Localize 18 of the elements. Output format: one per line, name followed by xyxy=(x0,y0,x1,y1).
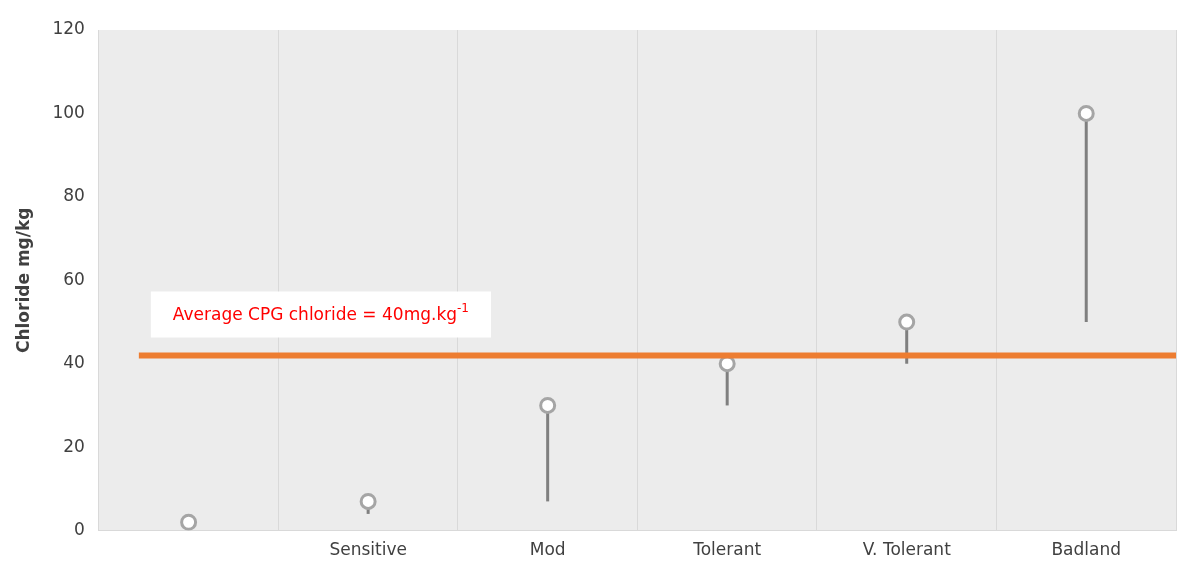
x-tick-label: Sensitive xyxy=(329,539,407,560)
y-axis-title: Chloride mg/kg xyxy=(12,207,33,354)
x-tick-label: Badland xyxy=(1051,539,1122,560)
x-tick-label: Mod xyxy=(529,539,566,560)
y-tick-label: 60 xyxy=(63,268,85,289)
y-tick-label: 80 xyxy=(63,185,85,206)
point xyxy=(539,396,557,414)
point xyxy=(898,313,916,331)
y-tick-label: 0 xyxy=(74,519,85,540)
x-tick-label: V. Tolerant xyxy=(862,539,952,560)
x-tick-label: Tolerant xyxy=(692,539,762,560)
point xyxy=(180,513,198,531)
point xyxy=(1077,104,1095,122)
y-tick-label: 20 xyxy=(63,435,85,456)
y-tick-label: 120 xyxy=(52,18,85,39)
point xyxy=(359,492,377,510)
y-tick-label: 40 xyxy=(63,352,85,373)
y-tick-label: 100 xyxy=(52,101,85,122)
